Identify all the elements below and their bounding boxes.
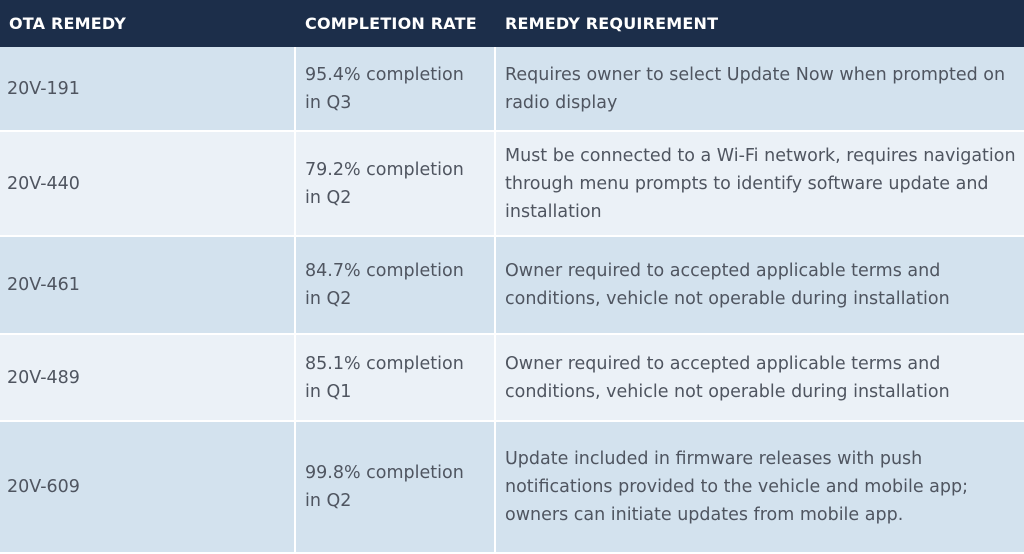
- rate-quarter: in Q2: [305, 187, 352, 208]
- table-body: 20V-191 95.4% completion in Q3 Requires o…: [0, 47, 1024, 554]
- cell-completion-rate: 85.1% completion in Q1: [295, 334, 496, 422]
- cell-requirement: Must be connected to a Wi-Fi network, re…: [495, 131, 1024, 237]
- table-header: OTA REMEDY COMPLETION RATE REMEDY REQUIR…: [0, 0, 1024, 47]
- rate-quarter: in Q1: [305, 381, 352, 402]
- rate-quarter: in Q2: [305, 289, 352, 309]
- cell-requirement: Update included in firmware releases wit…: [495, 421, 1024, 554]
- rate-line: 99.8% completion: [305, 463, 464, 483]
- cell-requirement: Requires owner to select Update Now when…: [495, 47, 1024, 132]
- table-row: 20V-489 85.1% completion in Q1 Owner requ…: [0, 334, 1024, 422]
- cell-completion-rate: 79.2% completion in Q2: [295, 131, 496, 237]
- cell-requirement: Owner required to accepted applicable te…: [495, 334, 1024, 422]
- cell-remedy: 20V-440: [0, 131, 296, 237]
- rate-line: 84.7% completion: [305, 261, 464, 281]
- rate-line: 85.1% completion: [305, 353, 464, 374]
- header-remedy-requirement: REMEDY REQUIREMENT: [495, 0, 1024, 47]
- rate-quarter: in Q2: [305, 491, 352, 511]
- cell-remedy: 20V-191: [0, 47, 296, 132]
- header-ota-remedy: OTA REMEDY: [0, 0, 296, 47]
- header-row: OTA REMEDY COMPLETION RATE REMEDY REQUIR…: [0, 0, 1024, 47]
- rate-line: 79.2% completion: [305, 159, 464, 180]
- rate-quarter: in Q3: [305, 92, 352, 113]
- table-row: 20V-191 95.4% completion in Q3 Requires o…: [0, 47, 1024, 132]
- cell-remedy: 20V-461: [0, 236, 296, 335]
- cell-remedy: 20V-609: [0, 421, 296, 554]
- table-row: 20V-609 99.8% completion in Q2 Update inc…: [0, 421, 1024, 554]
- cell-completion-rate: 99.8% completion in Q2: [295, 421, 496, 554]
- cell-completion-rate: 95.4% completion in Q3: [295, 47, 496, 132]
- table-row: 20V-440 79.2% completion in Q2 Must be co…: [0, 131, 1024, 237]
- rate-line: 95.4% completion: [305, 64, 464, 85]
- cell-completion-rate: 84.7% completion in Q2: [295, 236, 496, 335]
- table-row: 20V-461 84.7% completion in Q2 Owner requ…: [0, 236, 1024, 335]
- cell-remedy: 20V-489: [0, 334, 296, 422]
- header-completion-rate: COMPLETION RATE: [295, 0, 496, 47]
- cell-requirement: Owner required to accepted applicable te…: [495, 236, 1024, 335]
